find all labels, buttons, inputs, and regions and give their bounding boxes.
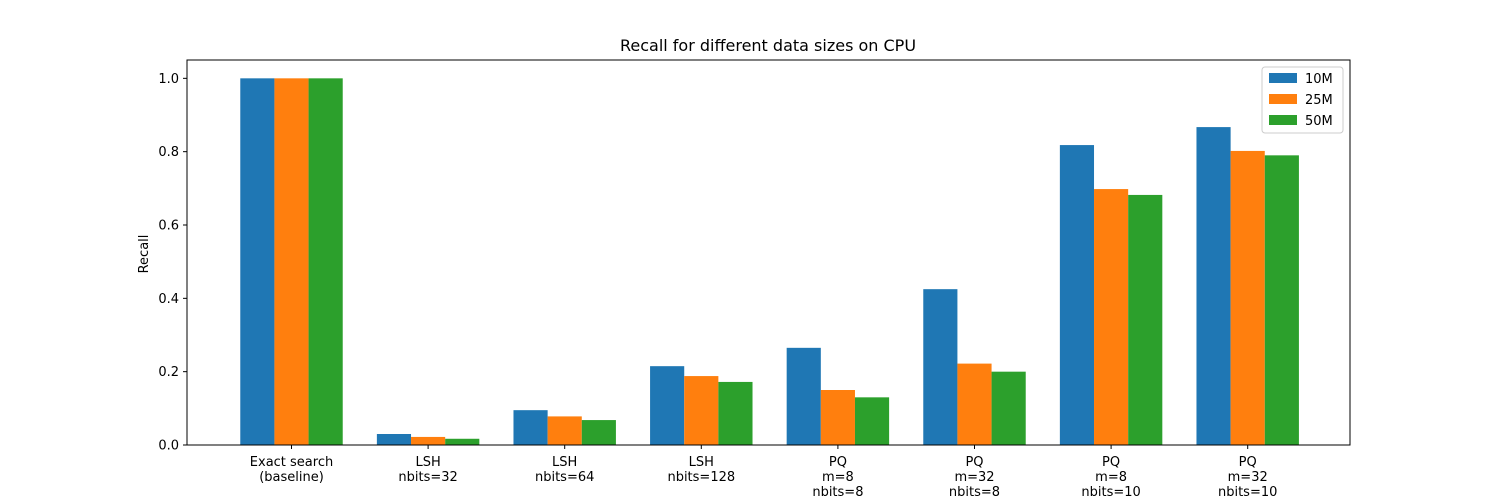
bar-50M-0: [308, 78, 343, 445]
bars-group: [240, 78, 1299, 445]
y-tick-label: 0.8: [158, 145, 179, 160]
y-tick-label: 0.0: [158, 439, 179, 454]
bar-10M-6: [1059, 145, 1095, 445]
legend-swatch-25M: [1269, 94, 1297, 104]
bar-10M-5: [923, 289, 958, 445]
y-tick-label: 0.6: [158, 219, 179, 234]
bar-50M-1: [445, 438, 480, 445]
bar-10M-2: [513, 410, 548, 445]
bar-10M-3: [650, 366, 685, 445]
bar-10M-0: [240, 78, 275, 445]
legend-swatch-10M: [1269, 73, 1297, 83]
bar-25M-0: [274, 78, 309, 445]
bar-25M-1: [411, 436, 446, 445]
bar-50M-6: [1128, 194, 1163, 445]
bar-50M-4: [854, 397, 890, 445]
x-tick-label: PQ m=8 nbits=8: [812, 455, 863, 500]
bar-10M-1: [376, 434, 412, 445]
bar-25M-6: [1094, 189, 1129, 445]
y-tick-label: 0.2: [158, 365, 179, 380]
y-tick-label: 1.0: [158, 72, 179, 87]
y-axis-label: Recall: [137, 235, 152, 274]
bar-25M-4: [820, 390, 855, 445]
bar-25M-2: [547, 416, 582, 445]
x-tick-label: PQ m=32 nbits=8: [949, 455, 1000, 500]
legend-label-50M: 50M: [1305, 114, 1333, 129]
bar-50M-3: [718, 381, 753, 445]
bar-25M-3: [684, 376, 719, 445]
plot-frame: [186, 59, 1351, 446]
legend: 10M 25M 50M: [1261, 66, 1344, 134]
bar-50M-2: [581, 420, 616, 445]
y-tick-label: 0.4: [158, 292, 179, 307]
bar-25M-5: [957, 363, 992, 445]
bar-10M-4: [786, 347, 821, 445]
bar-50M-7: [1264, 155, 1299, 445]
chart-title: Recall for different data sizes on CPU: [620, 36, 916, 55]
x-tick-label: Exact search (baseline): [250, 455, 333, 485]
x-tick-label: PQ m=8 nbits=10: [1081, 455, 1140, 500]
x-axis: Exact search (baseline) LSH nbits=32 LSH nbit…: [250, 445, 1277, 500]
bar-25M-7: [1230, 150, 1265, 445]
legend-swatch-50M: [1269, 115, 1297, 125]
legend-label-25M: 25M: [1305, 93, 1333, 108]
bar-10M-7: [1196, 127, 1231, 445]
x-tick-label: PQ m=32 nbits=10: [1218, 455, 1277, 500]
x-tick-label: LSH nbits=32: [398, 455, 457, 485]
x-tick-label: LSH nbits=128: [667, 455, 735, 485]
bar-50M-5: [991, 371, 1026, 445]
legend-label-10M: 10M: [1305, 72, 1333, 87]
y-axis: 0.0 0.2 0.4 0.6 0.8 1.0: [158, 72, 187, 454]
x-tick-label: LSH nbits=64: [535, 455, 594, 485]
